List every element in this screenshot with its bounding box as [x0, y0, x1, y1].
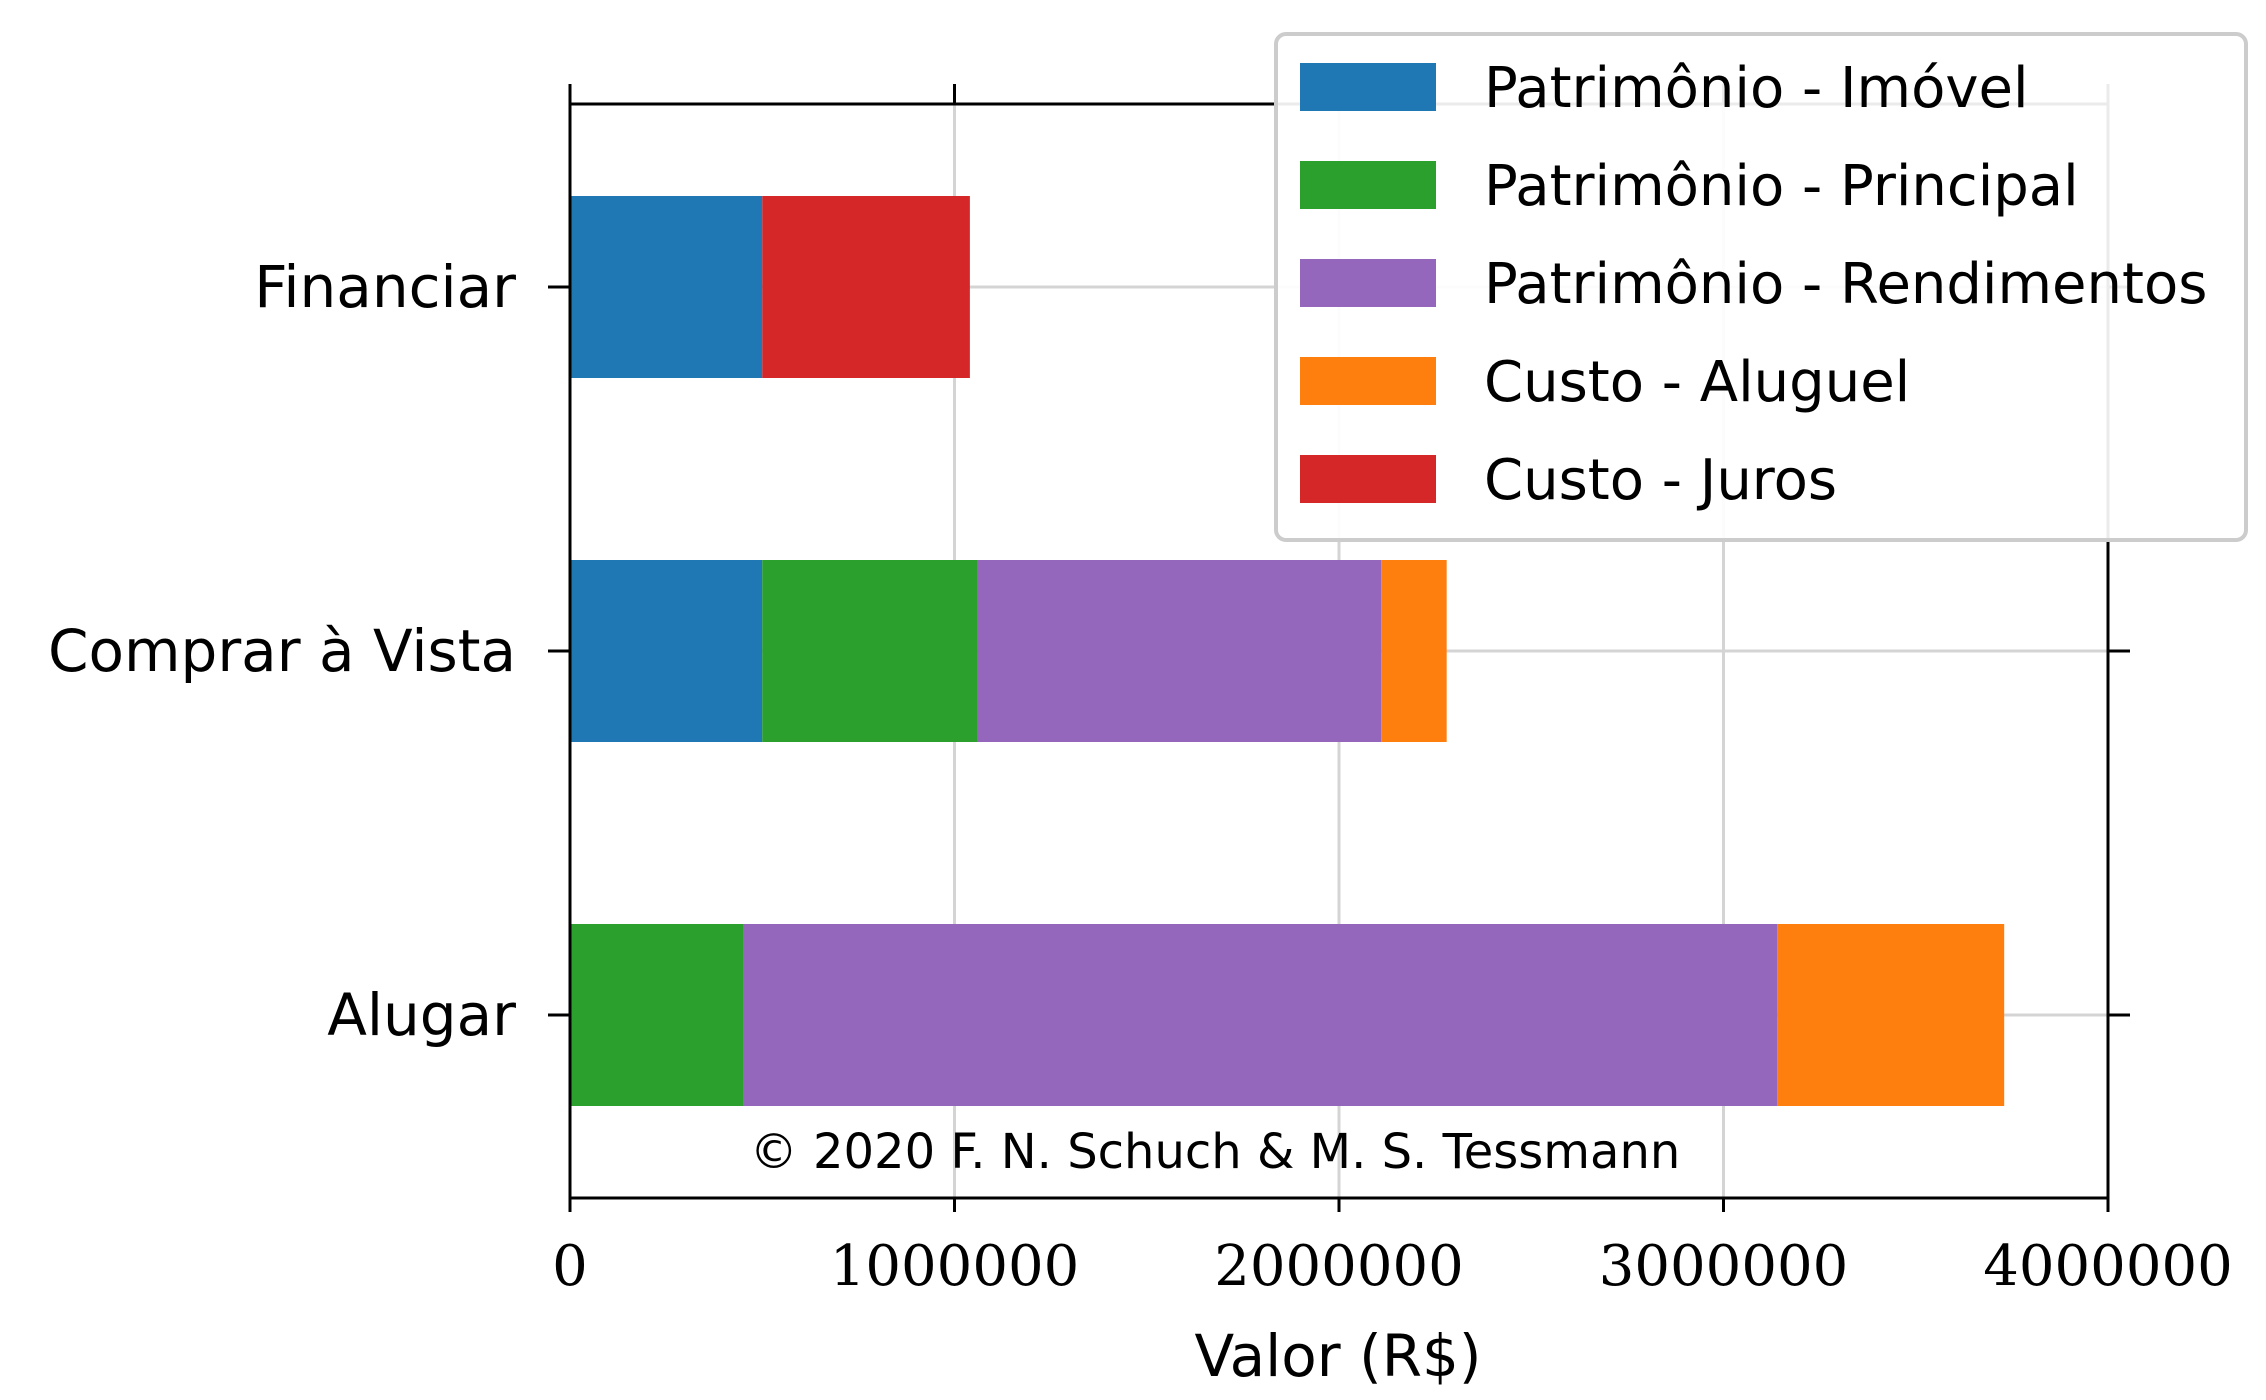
- copyright-annotation: © 2020 F. N. Schuch & M. S. Tessmann: [750, 1124, 1681, 1180]
- legend-label-4: Custo - Juros: [1484, 448, 1837, 513]
- bar-1-series-1: [762, 560, 978, 742]
- bar-1-series-2: [977, 560, 1382, 742]
- x-tick-label-3: 3000000: [1599, 1234, 1848, 1299]
- legend-frame: [1274, 32, 2248, 542]
- x-tick-label-0: 0: [552, 1234, 588, 1299]
- legend-swatch-4: [1300, 455, 1436, 503]
- bar-1-series-3: [1381, 560, 1447, 742]
- legend-swatch-1: [1300, 161, 1436, 209]
- ticks: 0 1000000 2000000 3000000 4000000 Financiar Co…: [48, 84, 2233, 1299]
- legend-swatch-3: [1300, 357, 1436, 405]
- legend-label-0: Patrimônio - Imóvel: [1484, 56, 2029, 121]
- legend-label-1: Patrimônio - Principal: [1484, 154, 2079, 219]
- legend-label-3: Custo - Aluguel: [1484, 350, 1910, 415]
- bar-2-series-2: [743, 924, 1778, 1106]
- y-tick-label-2: Alugar: [327, 981, 516, 1049]
- bar-0-series-0: [570, 196, 763, 378]
- bar-0-series-4: [762, 196, 970, 378]
- x-tick-label-2: 2000000: [1214, 1234, 1463, 1299]
- legend-swatch-2: [1300, 259, 1436, 307]
- legend: Patrimônio - Imóvel Patrimônio - Principa…: [1274, 32, 2248, 542]
- legend-label-2: Patrimônio - Rendimentos: [1484, 252, 2207, 317]
- bar-2-series-3: [1777, 924, 2005, 1106]
- bar-1-series-0: [570, 560, 763, 742]
- bar-2-series-1: [570, 924, 744, 1106]
- x-tick-label-4: 4000000: [1983, 1234, 2232, 1299]
- y-tick-label-0: Financiar: [254, 253, 516, 321]
- y-tick-label-1: Comprar à Vista: [48, 617, 516, 685]
- x-tick-label-1: 1000000: [830, 1234, 1079, 1299]
- bars: [570, 196, 2005, 1106]
- legend-swatch-0: [1300, 63, 1436, 111]
- x-axis-label: Valor (R$): [1194, 1322, 1481, 1390]
